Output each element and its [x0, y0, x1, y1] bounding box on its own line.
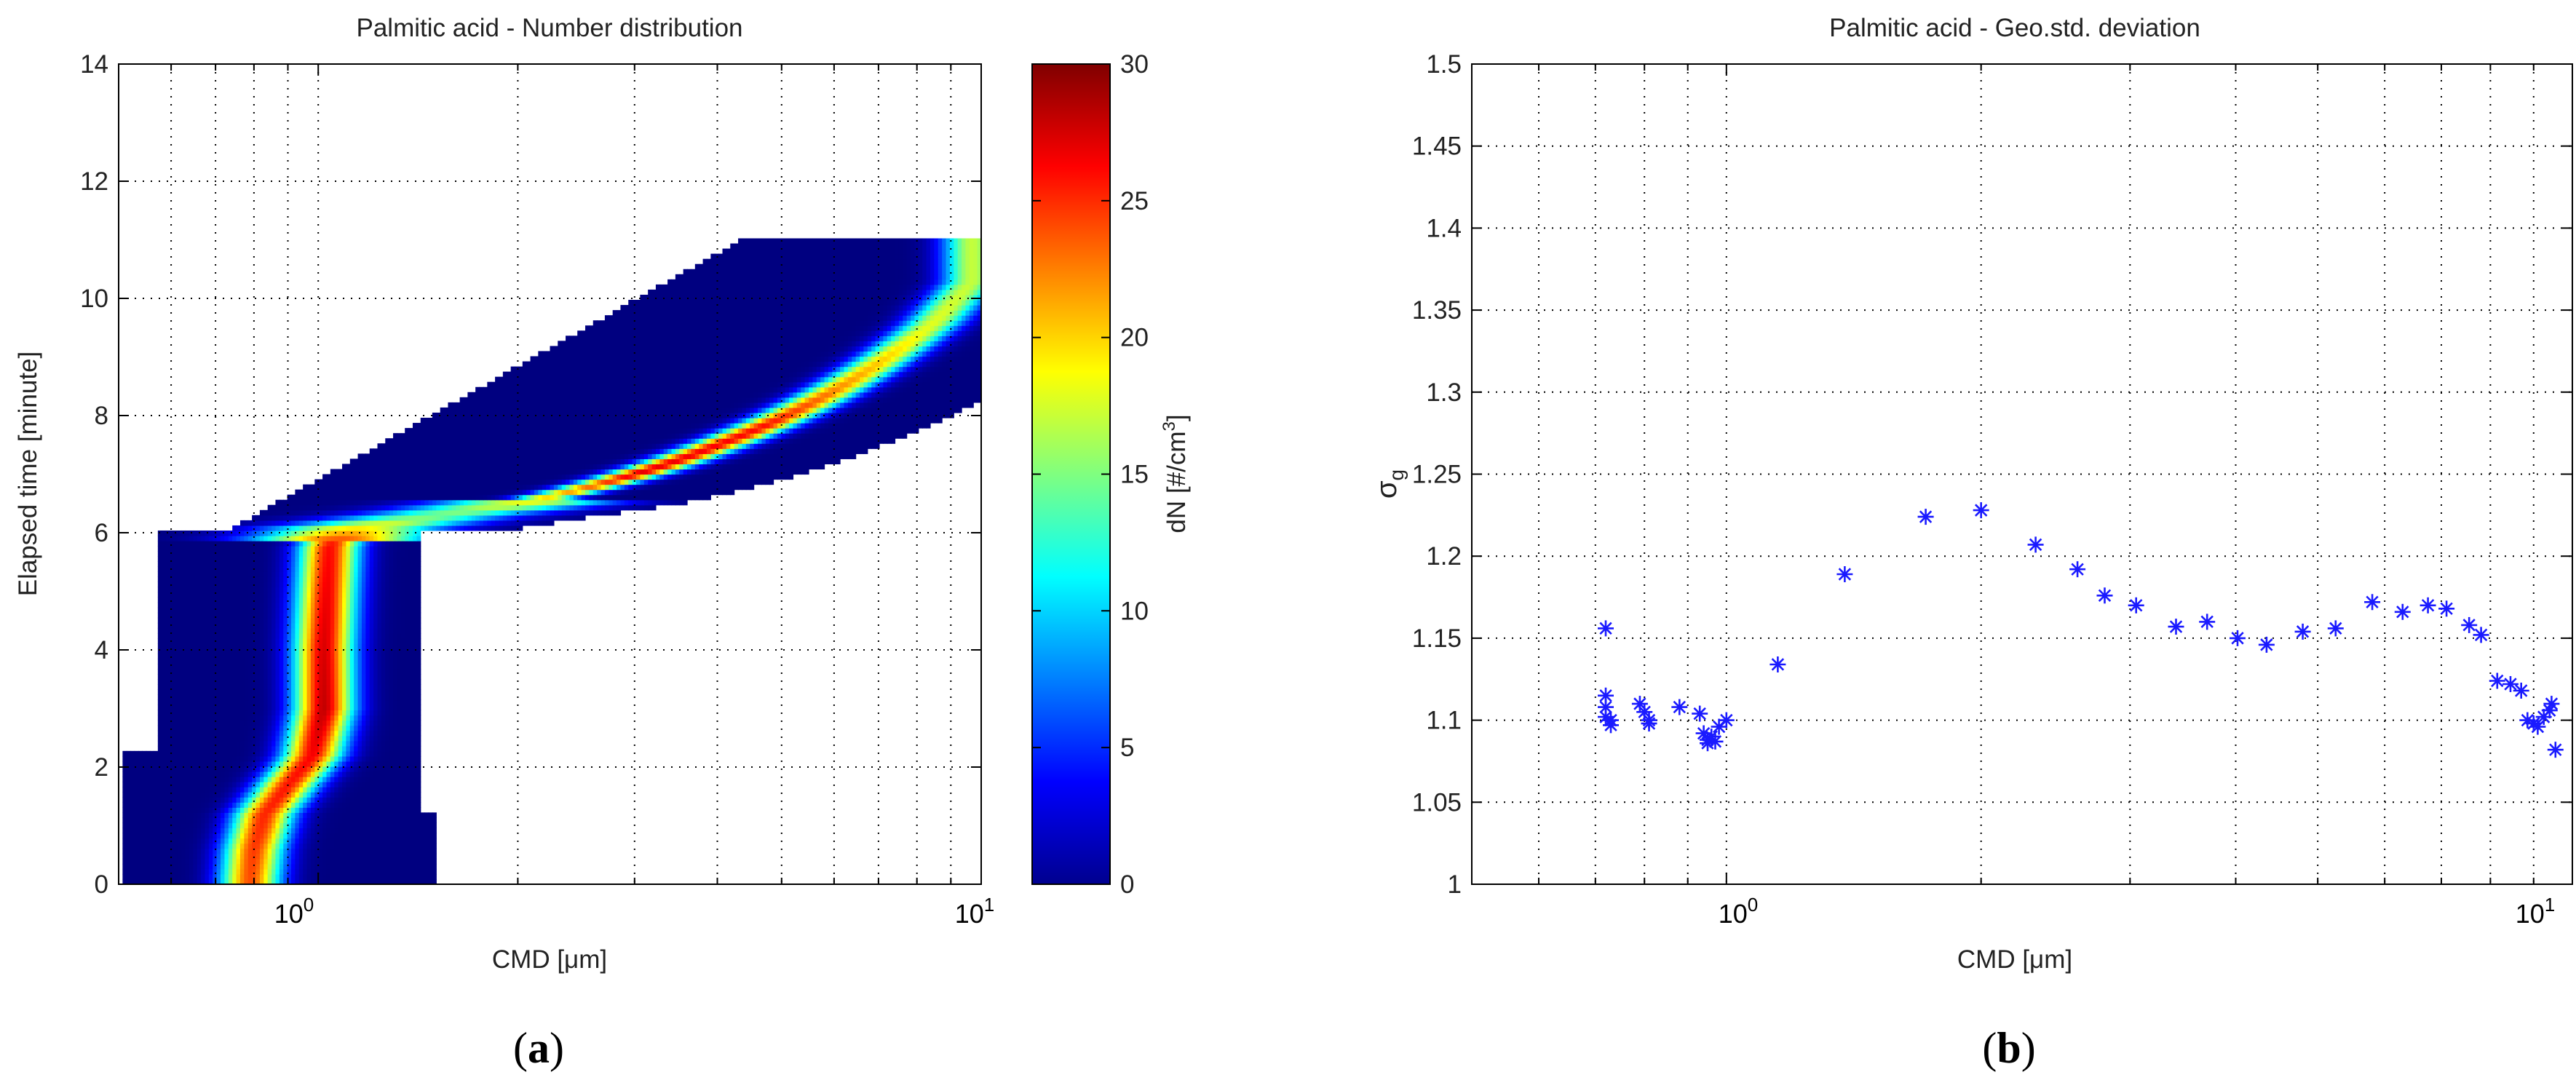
chart-b-point-11 — [1692, 705, 1708, 722]
colorbar-gradient — [1031, 63, 1111, 885]
chart-a-y-tick-label-14: 14 — [80, 50, 108, 79]
chart-b-point-20 — [1836, 566, 1853, 582]
chart-b-point-30 — [2258, 636, 2275, 653]
chart-b-y-tick-label-1.35: 1.35 — [1412, 296, 1462, 325]
chart-a-title: Palmitic acid - Number distribution — [356, 14, 742, 42]
chart-a-x-tick-labels: 100 101 — [274, 894, 995, 929]
chart-a-heatmap — [122, 238, 981, 884]
chart-b-y-tick-label-1.3: 1.3 — [1426, 378, 1462, 407]
chart-b-series — [1598, 502, 2564, 758]
chart-b-background — [1472, 64, 2572, 884]
chart-a-x-tick-label-10: 101 — [955, 894, 995, 929]
chart-b-y-tick-label-1.5: 1.5 — [1426, 50, 1462, 79]
chart-b-y-axis-label: σg — [1371, 469, 1408, 499]
chart-b-title: Palmitic acid - Geo.std. deviation — [1829, 14, 2200, 42]
chart-a-colorbar: 0 5 10 15 20 25 30 dN [#/cm3] — [1031, 50, 1191, 899]
colorbar-tick-label-20: 20 — [1120, 324, 1149, 352]
chart-b-point-36 — [2438, 600, 2455, 617]
chart-a-grid — [119, 64, 981, 884]
colorbar-tick-labels: 0 5 10 15 20 25 30 — [1120, 50, 1149, 899]
panel-a-label: (a) — [513, 1024, 564, 1072]
colorbar-tick-label-15: 15 — [1120, 461, 1149, 489]
chart-b-point-29 — [2230, 630, 2246, 646]
colorbar-tick-label-5: 5 — [1120, 734, 1134, 762]
chart-a-y-tick-label-12: 12 — [80, 167, 108, 196]
chart-b-point-5 — [1603, 717, 1619, 734]
chart-b-point-32 — [2327, 620, 2344, 637]
chart-a-y-tick-label-6: 6 — [95, 519, 108, 547]
panel-b-label: (b) — [1982, 1024, 2035, 1072]
colorbar-tick-label-25: 25 — [1120, 187, 1149, 215]
chart-b-y-tick-label-1.15: 1.15 — [1412, 624, 1462, 653]
chart-b-point-48 — [2547, 742, 2564, 758]
chart-b-y-tick-label-1.45: 1.45 — [1412, 132, 1462, 161]
chart-b-point-41 — [2513, 683, 2529, 699]
chart-a-y-tick-label-2: 2 — [95, 753, 108, 782]
chart-a-plot-area — [118, 63, 982, 885]
colorbar-ticks — [1032, 63, 1110, 885]
chart-b-point-31 — [2294, 623, 2311, 640]
panel-a: Palmitic acid - Number distribution 0 2 4 6… — [14, 14, 1191, 1072]
chart-b-point-37 — [2461, 616, 2478, 633]
chart-b-point-38 — [2473, 627, 2489, 643]
chart-b-x-tick-label-10: 101 — [2516, 894, 2556, 929]
chart-b-point-10 — [1671, 699, 1688, 715]
chart-b-point-27 — [2168, 619, 2184, 635]
colorbar-tick-label-0: 0 — [1120, 870, 1134, 899]
chart-b-x-tick-labels: 100 101 — [1719, 894, 2556, 929]
chart-b-point-0 — [1598, 620, 1614, 637]
colorbar-tick-label-10: 10 — [1120, 597, 1149, 625]
chart-a-y-axis-label: Elapsed time [minute] — [14, 352, 42, 597]
chart-b-y-tick-label-1: 1 — [1448, 870, 1462, 899]
chart-b-point-23 — [2027, 536, 2044, 553]
chart-b-point-35 — [2420, 597, 2436, 614]
chart-b-point-26 — [2128, 597, 2144, 614]
chart-b-grid — [1472, 64, 2572, 884]
chart-b-y-tick-label-1.2: 1.2 — [1426, 542, 1462, 571]
chart-b-point-24 — [2069, 561, 2086, 578]
chart-b-point-33 — [2364, 594, 2381, 611]
colorbar-tick-label-30: 30 — [1120, 50, 1149, 79]
chart-b-point-34 — [2394, 603, 2411, 620]
chart-b-point-39 — [2489, 672, 2505, 689]
chart-b-point-40 — [2502, 676, 2518, 692]
chart-a-ticks — [119, 63, 981, 885]
chart-b-y-tick-label-1.25: 1.25 — [1412, 461, 1462, 489]
chart-b-point-18 — [1718, 712, 1735, 728]
chart-a-y-tick-label-4: 4 — [95, 636, 108, 664]
chart-b-y-tick-label-1.05: 1.05 — [1412, 788, 1462, 817]
chart-b-point-6 — [1631, 696, 1648, 712]
chart-b-point-19 — [1769, 656, 1786, 672]
panel-b: Palmitic acid - Geo.std. deviation 1 1.05… — [1371, 14, 2573, 1072]
chart-a-y-tick-label-8: 8 — [95, 402, 108, 430]
chart-b-point-44 — [2529, 718, 2546, 735]
chart-a-y-tick-label-10: 10 — [80, 285, 108, 313]
chart-a-y-tick-label-0: 0 — [95, 870, 108, 899]
chart-b-y-tick-labels: 1 1.05 1.1 1.15 1.2 1.25 1.3 1.35 1.4 1.45 1.5 — [1412, 50, 1462, 899]
colorbar-label: dN [#/cm3] — [1160, 414, 1191, 533]
chart-b-y-tick-label-1.4: 1.4 — [1426, 214, 1462, 242]
chart-a-frame — [118, 63, 982, 885]
chart-b-plot-area — [1471, 63, 2573, 885]
chart-b-x-axis-label: CMD [μm] — [1957, 945, 2072, 974]
chart-a-x-axis-label: CMD [μm] — [492, 945, 607, 974]
chart-b-point-7 — [1636, 704, 1653, 720]
chart-a-y-tick-labels: 0 2 4 6 8 10 12 14 — [80, 50, 108, 899]
chart-b-point-25 — [2096, 587, 2113, 604]
chart-b-y-tick-label-1.1: 1.1 — [1426, 707, 1462, 735]
chart-b-x-tick-label-1: 100 — [1719, 894, 1759, 929]
chart-b-point-9 — [1641, 715, 1657, 732]
chart-b-point-28 — [2199, 614, 2216, 630]
chart-b-point-47 — [2543, 696, 2560, 712]
chart-b-ticks — [1472, 63, 2572, 885]
chart-a-x-tick-label-1: 100 — [274, 894, 314, 929]
chart-b-point-22 — [1973, 502, 1989, 519]
chart-b-point-16 — [1707, 733, 1724, 750]
chart-b-point-21 — [1917, 509, 1934, 525]
